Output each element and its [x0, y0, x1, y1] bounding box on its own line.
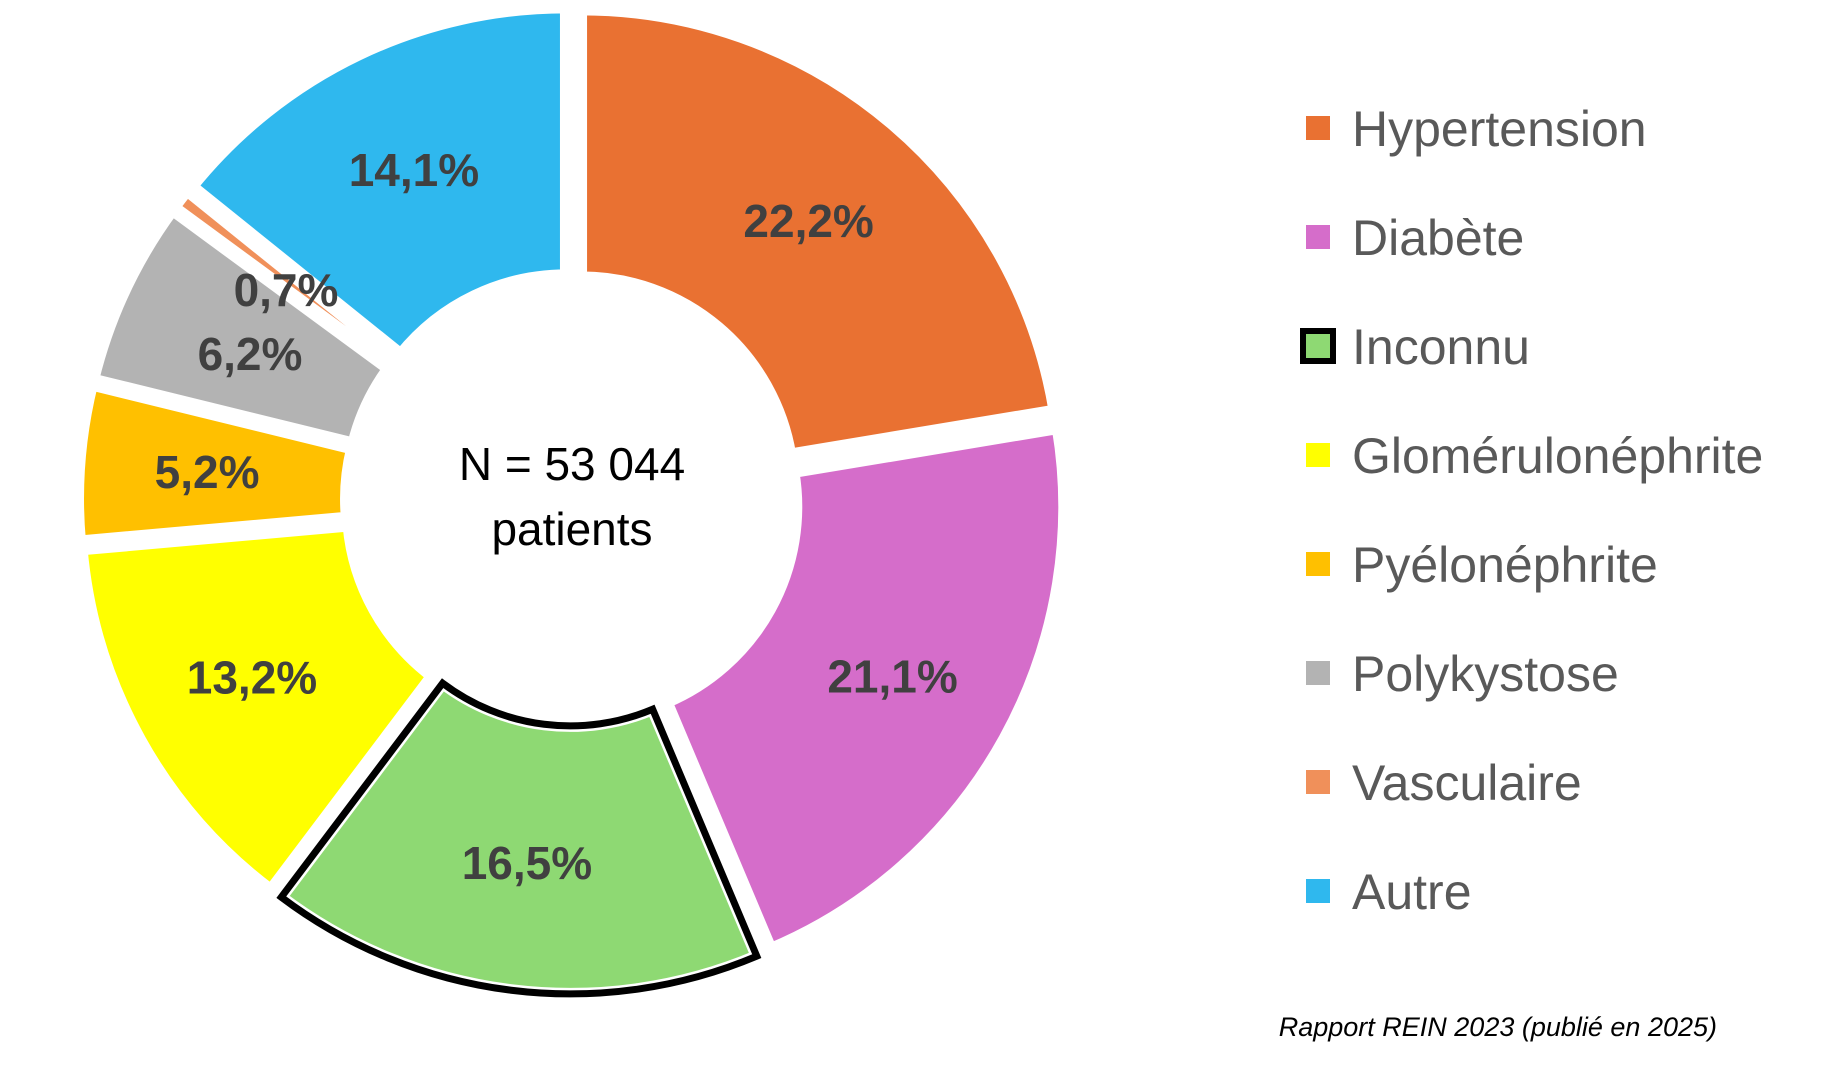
legend-swatch [1300, 328, 1336, 364]
donut-slice-autre [183, 1, 572, 363]
legend-item-hypertension: Hypertension [1306, 101, 1647, 157]
legend-label: Vasculaire [1352, 755, 1582, 811]
slice-label-diabète: 21,1% [827, 651, 957, 703]
slices-layer [72, 1, 1071, 1000]
legend-swatch [1306, 552, 1330, 576]
legend-swatch [1306, 661, 1330, 685]
slice-label-glomérulonéphrite: 13,2% [187, 652, 317, 704]
center-label-line-2: patients [491, 503, 652, 555]
source-note: Rapport REIN 2023 (publié en 2025) [1278, 1012, 1717, 1042]
legend-swatch [1306, 116, 1330, 140]
legend-item-pyélonéphrite: Pyélonéphrite [1306, 537, 1658, 593]
legend-item-diabète: Diabète [1306, 210, 1524, 266]
legend-swatch [1306, 225, 1330, 249]
donut-slice-glomérulonéphrite [75, 519, 441, 899]
legend-label: Autre [1352, 864, 1472, 920]
slice-highlight-outline [276, 678, 762, 998]
legend-label: Hypertension [1352, 101, 1647, 157]
legend-item-vasculaire: Vasculaire [1306, 755, 1582, 811]
center-label: N = 53 044 patients [459, 438, 685, 555]
legend-label: Diabète [1352, 210, 1524, 266]
legend-label: Inconnu [1352, 319, 1530, 375]
donut-slice-hypertension [575, 3, 1062, 462]
legend-label: Pyélonéphrite [1352, 537, 1658, 593]
legend-item-autre: Autre [1306, 864, 1472, 920]
legend-item-glomérulonéphrite: Glomérulonéphrite [1306, 428, 1763, 484]
slice-label-hypertension: 22,2% [743, 195, 873, 247]
legend: Hypertension Diabète Inconnu Glomérulonéphr… [1300, 101, 1763, 920]
slice-label-vasculaire: 0,7% [234, 264, 339, 316]
legend-swatch [1306, 879, 1330, 903]
slice-label-pyélonéphrite: 5,2% [155, 446, 260, 498]
slice-label-polykystose: 6,2% [198, 328, 303, 380]
center-label-line-1: N = 53 044 [459, 438, 685, 490]
legend-item-inconnu: Inconnu [1300, 319, 1530, 375]
legend-item-polykystose: Polykystose [1306, 646, 1619, 702]
legend-swatch [1306, 443, 1330, 467]
donut-slice-diabète [658, 421, 1071, 957]
legend-label: Glomérulonéphrite [1352, 428, 1763, 484]
donut-slice-vasculaire [165, 182, 405, 375]
legend-swatch [1306, 770, 1330, 794]
slice-label-inconnu: 16,5% [462, 837, 592, 889]
legend-label: Polykystose [1352, 646, 1619, 702]
slice-labels-layer: 22,2% 21,1% 16,5% 13,2% 5,2% 6,2% 0,7% 14,1% [155, 144, 958, 889]
slice-label-autre: 14,1% [349, 144, 479, 196]
